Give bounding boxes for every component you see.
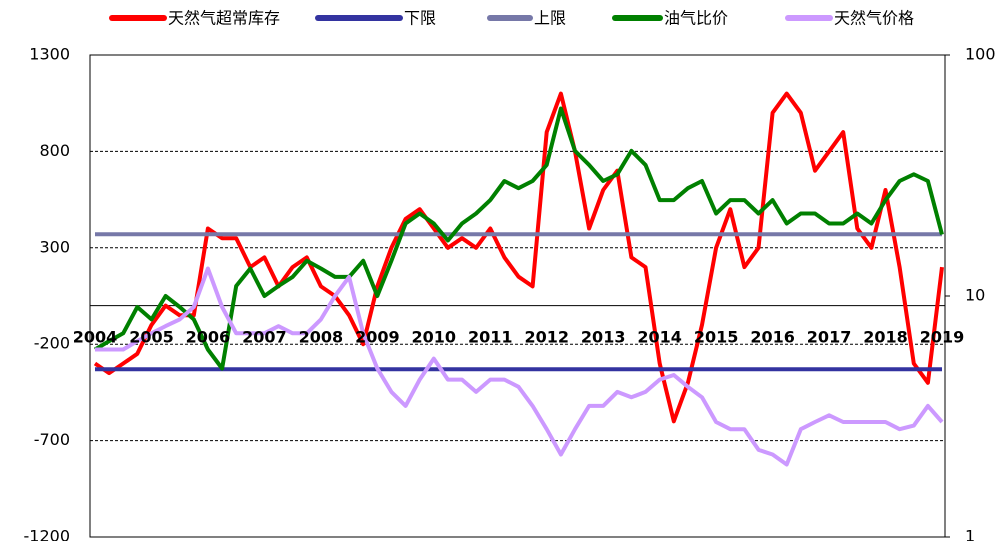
- x-tick-label: 2017: [807, 328, 852, 347]
- x-tick-label: 2012: [524, 328, 569, 347]
- y-tick-label: -1200: [24, 527, 71, 542]
- x-tick-label: 2009: [355, 328, 400, 347]
- series-line: [93, 91, 944, 424]
- x-tick-label: 2005: [129, 328, 174, 347]
- y-tick-label: -200: [34, 334, 70, 353]
- series-line: [93, 106, 944, 371]
- x-tick-label: 2004: [73, 328, 118, 347]
- legend-label: 油气比价: [664, 9, 728, 28]
- x-tick-label: 2013: [581, 328, 626, 347]
- y2-tick-label: 100: [965, 45, 996, 64]
- legend-label: 上限: [534, 9, 566, 28]
- legend-label: 天然气价格: [834, 9, 914, 28]
- series-line: [95, 266, 944, 467]
- x-tick-label: 2015: [694, 328, 739, 347]
- x-tick-label: 2008: [299, 328, 344, 347]
- y-tick-label: 800: [39, 141, 70, 160]
- x-tick-label: 2019: [920, 328, 965, 347]
- x-tick-label: 2011: [468, 328, 513, 347]
- x-tick-label: 2014: [637, 328, 682, 347]
- y2-tick-label: 1: [965, 527, 975, 542]
- y2-tick-label: 10: [965, 286, 985, 305]
- x-tick-label: 2006: [186, 328, 231, 347]
- y-tick-label: -700: [34, 430, 70, 449]
- x-tick-label: 2010: [412, 328, 457, 347]
- y-tick-label: 300: [39, 237, 70, 256]
- x-tick-label: 2007: [242, 328, 287, 347]
- y-tick-label: 1300: [29, 45, 70, 64]
- legend-label: 下限: [404, 9, 436, 28]
- plot-frame: [89, 54, 946, 538]
- legend-label: 天然气超常库存: [168, 9, 280, 28]
- x-tick-label: 2018: [863, 328, 908, 347]
- x-tick-label: 2016: [750, 328, 795, 347]
